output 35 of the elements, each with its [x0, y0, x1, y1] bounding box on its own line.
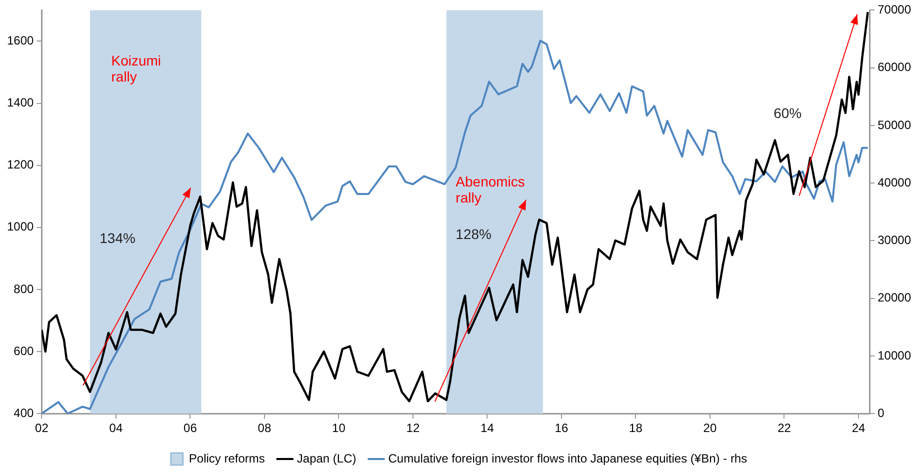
x-tick-label: 06 — [184, 421, 198, 436]
x-tick-label: 20 — [703, 421, 717, 436]
y2-tick-label: 20000 — [878, 290, 912, 305]
y2-tick-label: 50000 — [878, 118, 912, 132]
legend-label: Cumulative foreign investor flows into Japanese equities (¥Bn) - rhs — [388, 451, 748, 466]
y-tick-label: 1200 — [6, 158, 34, 172]
y2-tick-label: 70000 — [878, 2, 912, 17]
legend-label: Japan (LC) — [296, 451, 356, 466]
y-tick-label: 1400 — [6, 96, 34, 110]
x-tick-label: 24 — [852, 421, 866, 436]
x-tick-label: 02 — [35, 421, 49, 436]
x-tick-label: 04 — [109, 421, 123, 436]
x-tick-label: 18 — [629, 421, 643, 436]
y-tick-label: 400 — [14, 406, 34, 420]
y2-tick-label: 0 — [878, 406, 885, 420]
y2-tick-label: 30000 — [878, 233, 912, 248]
x-tick-label: 12 — [406, 421, 420, 436]
annotation: 128% — [456, 226, 492, 242]
annotation: Koizumi rally — [111, 52, 162, 84]
x-tick-label: 10 — [332, 421, 346, 436]
y2-tick-label: 40000 — [878, 175, 912, 190]
x-tick-label: 16 — [554, 421, 568, 436]
y-tick-label: 600 — [14, 344, 34, 358]
x-tick-label: 08 — [258, 421, 272, 436]
legend-label: Policy reforms — [188, 451, 265, 466]
annotation: 134% — [100, 230, 136, 246]
y-tick-label: 800 — [14, 282, 34, 296]
y2-tick-label: 10000 — [878, 348, 912, 362]
annotation: Abenomics rally — [456, 173, 525, 206]
y2-tick-label: 60000 — [878, 60, 912, 74]
y-tick-label: 1600 — [6, 34, 34, 48]
y-tick-label: 1000 — [6, 220, 34, 234]
x-tick-label: 22 — [778, 421, 792, 436]
x-tick-label: 14 — [480, 421, 494, 436]
annotation: 60% — [774, 104, 802, 121]
